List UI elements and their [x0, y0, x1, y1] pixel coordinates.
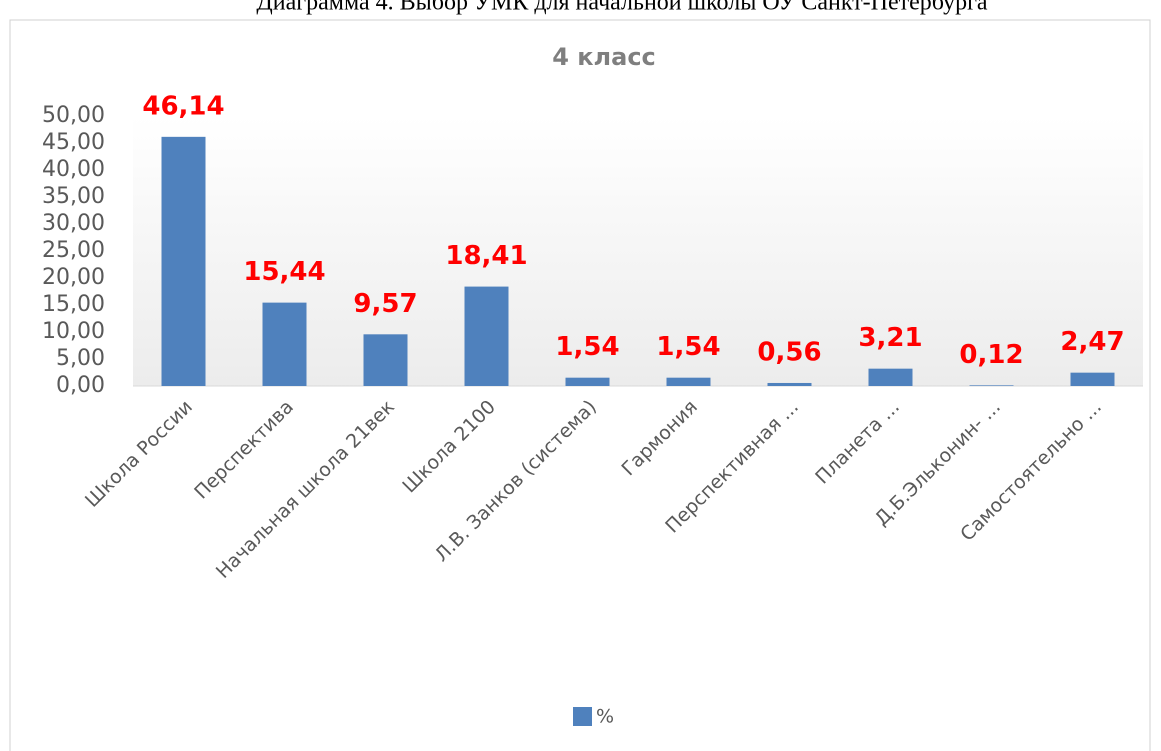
bar [969, 385, 1014, 386]
y-tick-label: 45,00 [42, 130, 105, 155]
data-label: 0,12 [959, 340, 1023, 370]
data-label: 1,54 [656, 332, 720, 362]
bar [262, 302, 307, 386]
data-label: 2,47 [1060, 327, 1124, 357]
y-tick-label: 40,00 [42, 157, 105, 182]
y-tick-label: 25,00 [42, 238, 105, 263]
y-tick-label: 0,00 [56, 373, 105, 398]
bar [464, 286, 509, 386]
y-tick-label: 10,00 [42, 319, 105, 344]
data-label: 46,14 [142, 91, 224, 121]
data-label: 0,56 [757, 337, 821, 367]
y-tick-label: 5,00 [56, 346, 105, 371]
caption: Диаграмма 4. Выбор УМК для начальной шко… [256, 0, 987, 16]
y-tick-label: 30,00 [42, 211, 105, 236]
data-label: 18,41 [445, 241, 527, 271]
data-label: 3,21 [858, 323, 922, 353]
y-tick-label: 20,00 [42, 265, 105, 290]
bar [161, 136, 206, 386]
bar [565, 377, 610, 386]
bar [868, 368, 913, 386]
bar [363, 334, 408, 386]
legend-swatch [573, 707, 592, 726]
bar [1070, 372, 1115, 386]
y-tick-label: 50,00 [42, 103, 105, 128]
data-label: 15,44 [243, 257, 325, 287]
bar [666, 377, 711, 386]
data-label: 9,57 [353, 289, 417, 319]
y-tick-label: 15,00 [42, 292, 105, 317]
legend-label: % [596, 706, 614, 728]
data-label: 1,54 [555, 332, 619, 362]
y-tick-label: 35,00 [42, 184, 105, 209]
bar [767, 382, 812, 386]
chart-title: 4 класс [552, 43, 656, 71]
